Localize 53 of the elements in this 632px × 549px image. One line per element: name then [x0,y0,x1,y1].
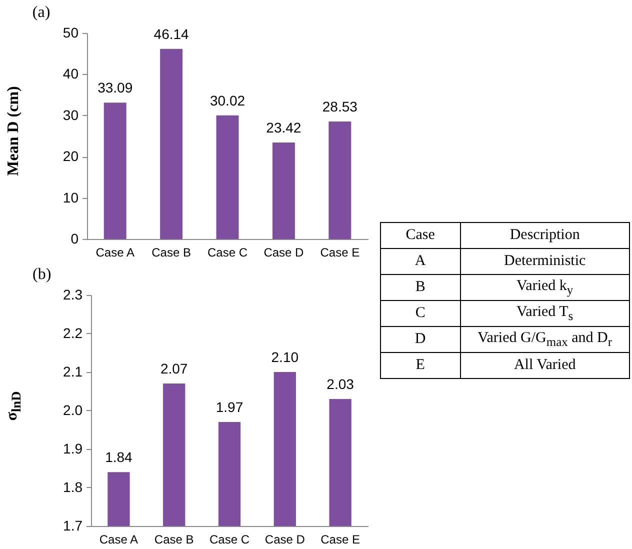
data-label: 2.10 [271,349,299,365]
text: Varied k$_{y}$ [460,274,630,300]
y-tick-label: 30 [62,106,79,123]
x-tick-label: Case D [264,532,306,546]
y-tick-label: 2.2 [63,325,83,341]
data-label: 2.07 [160,360,188,377]
text: E [380,352,460,378]
data-label: 1.84 [105,449,133,466]
y-tick-label: 40 [62,66,79,82]
data-label: 46.14 [154,26,190,42]
data-label: 30.02 [210,92,246,108]
data-label: 28.53 [322,98,358,114]
text: C [380,300,460,326]
bar [160,48,183,239]
x-tick-label: Case C [207,246,248,260]
y-axis-title: Mean D (cm) [5,86,23,176]
chart-title: (a) [32,4,50,21]
data-label: 1.97 [216,399,244,416]
y-tick-label: 0 [70,230,79,246]
x-tick-label: Case B [154,532,194,546]
bar [216,115,239,239]
x-tick-label: Case B [152,246,191,260]
bar [328,121,352,239]
y-tick-label: 50 [62,24,79,40]
y-tick-label: 1.9 [63,440,83,456]
text: A [380,248,460,274]
x-tick-label: Case A [99,532,138,546]
y-tick-label: 1.7 [63,518,83,534]
text: Description [460,222,630,248]
bar [104,102,126,239]
text: Varied G/G$_{max}$ and D$_{r}$ [460,326,630,352]
x-tick-label: Case D [264,246,304,260]
text: All Varied [460,352,630,378]
x-tick-label: Case E [320,246,360,260]
y-tick-label: 1.8 [63,479,83,495]
bar [272,142,295,239]
text: Case [380,222,460,248]
y-tick-label: 2.3 [63,286,83,302]
x-tick-label: Case E [320,532,360,546]
y-tick-label: 2.1 [63,364,83,380]
y-tick-label: 10 [62,189,79,206]
text: D [380,326,460,352]
x-tick-label: Case A [96,246,134,260]
y-tick-label: 2.0 [63,402,83,418]
data-label: 23.42 [266,120,302,136]
text: Varied T$_{s}$ [460,300,630,326]
text: B [380,274,460,300]
text: Deterministic [460,248,630,274]
data-label: 33.09 [98,80,133,96]
data-label: 2.03 [326,376,354,392]
x-tick-label: Case C [209,532,250,546]
chart-title: (b) [32,266,52,283]
y-tick-label: 20 [62,148,79,164]
